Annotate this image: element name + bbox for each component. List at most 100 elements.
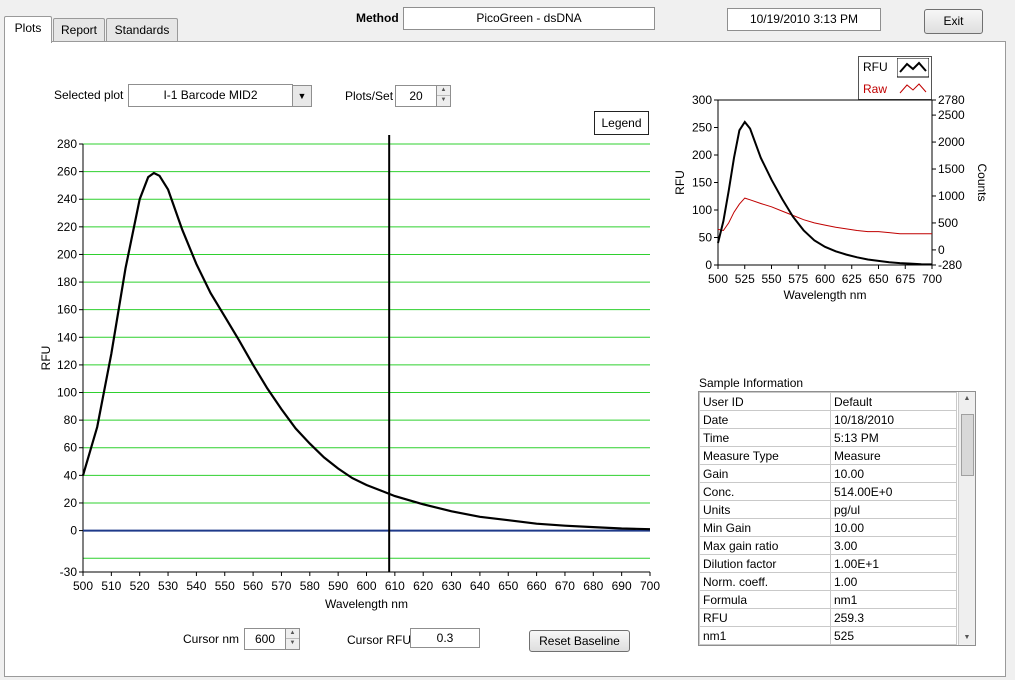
property-name: Formula bbox=[699, 590, 831, 609]
property-value: 10.00 bbox=[830, 518, 957, 537]
cursor-nm-stepper[interactable]: ▲ ▼ bbox=[285, 628, 300, 650]
rfu-curve bbox=[81, 171, 651, 531]
reset-baseline-button[interactable]: Reset Baseline bbox=[529, 630, 630, 652]
mini-x-tick-label: 625 bbox=[842, 272, 862, 286]
tab-report[interactable]: Report bbox=[53, 18, 105, 41]
x-tick-label: 660 bbox=[527, 579, 547, 593]
y-tick-label: 180 bbox=[57, 275, 77, 289]
selected-plot-dropdown[interactable]: I-1 Barcode MID2 bbox=[128, 84, 293, 107]
property-value: Measure bbox=[830, 446, 957, 465]
mini-y2-tick-label: 1000 bbox=[938, 189, 965, 203]
mini-y2-tick-label: 2000 bbox=[938, 135, 965, 149]
property-name: nm1 bbox=[699, 626, 831, 645]
x-tick-label: 670 bbox=[555, 579, 575, 593]
property-name: RFU bbox=[699, 608, 831, 627]
mini-y2-tick-label: 1500 bbox=[938, 162, 965, 176]
mini-y-tick-label: 100 bbox=[692, 203, 712, 217]
x-tick-label: 510 bbox=[101, 579, 121, 593]
mini-x-tick-label: 650 bbox=[868, 272, 888, 286]
y-tick-label: 60 bbox=[64, 441, 78, 455]
chevron-down-icon[interactable]: ▼ bbox=[292, 85, 312, 107]
y-tick-label: 100 bbox=[57, 386, 77, 400]
y-tick-label: 140 bbox=[57, 330, 77, 344]
table-row: Units pg/ul bbox=[699, 500, 957, 519]
cursor-rfu-label: Cursor RFU bbox=[347, 633, 412, 647]
tab-plots[interactable]: Plots bbox=[4, 16, 52, 43]
x-tick-label: 530 bbox=[158, 579, 178, 593]
main-chart: -30 0 20 40 60 80 100 120 140 160 180 200 220 240 260 2… bbox=[39, 135, 660, 611]
x-tick-label: 500 bbox=[73, 579, 93, 593]
mini-y2-tick-label: 2500 bbox=[938, 108, 965, 122]
property-name: Norm. coeff. bbox=[699, 572, 831, 591]
plots-per-set-label: Plots/Set bbox=[345, 89, 394, 103]
mini-y-tick-label: 250 bbox=[692, 121, 712, 135]
legend-button[interactable]: Legend bbox=[594, 111, 649, 135]
sample-info-table[interactable]: User ID Default Date 10/18/2010 Time 5:13 PM M… bbox=[698, 391, 976, 646]
mini-chart: 050100150200250300-280050010001500200025… bbox=[673, 93, 989, 302]
mini-y2-tick-label: 500 bbox=[938, 216, 958, 230]
x-tick-label: 690 bbox=[612, 579, 632, 593]
property-name: Max gain ratio bbox=[699, 536, 831, 555]
sample-info-scrollbar[interactable]: ▲ ▼ bbox=[958, 392, 975, 645]
legend-swatches bbox=[897, 58, 929, 94]
y-tick-label: 120 bbox=[57, 358, 77, 372]
table-row: Time 5:13 PM bbox=[699, 428, 957, 447]
property-name: Gain bbox=[699, 464, 831, 483]
scroll-down-icon[interactable]: ▼ bbox=[963, 634, 971, 641]
table-row: RFU 259.3 bbox=[699, 608, 957, 627]
property-name: Units bbox=[699, 500, 831, 519]
mini-x-tick-label: 600 bbox=[815, 272, 835, 286]
legend-rfu-swatch bbox=[899, 61, 927, 73]
x-tick-label: 590 bbox=[328, 579, 348, 593]
property-name: Dilution factor bbox=[699, 554, 831, 573]
mini-y-tick-label: 0 bbox=[705, 258, 712, 272]
y-axis-label: RFU bbox=[39, 346, 53, 371]
mini-x-tick-label: 675 bbox=[895, 272, 915, 286]
table-row: Norm. coeff. 1.00 bbox=[699, 572, 957, 591]
exit-button[interactable]: Exit bbox=[924, 9, 983, 34]
plots-per-set-stepper[interactable]: ▲ ▼ bbox=[436, 85, 451, 107]
mini-y2-axis-label: Counts bbox=[975, 163, 989, 201]
table-row: Formula nm1 bbox=[699, 590, 957, 609]
tab-standards[interactable]: Standards bbox=[106, 18, 178, 41]
x-tick-label: 680 bbox=[583, 579, 603, 593]
scrollbar-thumb[interactable] bbox=[961, 414, 974, 476]
plots-per-set-input[interactable]: 20 bbox=[395, 85, 437, 107]
x-tick-label: 700 bbox=[640, 579, 660, 593]
table-row: User ID Default bbox=[699, 392, 957, 411]
y-tick-label: 200 bbox=[57, 247, 77, 261]
property-name: Measure Type bbox=[699, 446, 831, 465]
legend-raw-swatch bbox=[899, 83, 927, 94]
table-row: nm1 525 bbox=[699, 626, 957, 645]
y-tick-label: 220 bbox=[57, 220, 77, 234]
y-tick-label: 280 bbox=[57, 137, 77, 151]
property-name: User ID bbox=[699, 392, 831, 411]
property-value: 525 bbox=[830, 626, 957, 645]
property-value: 1.00E+1 bbox=[830, 554, 957, 573]
y-tick-label: 40 bbox=[64, 468, 78, 482]
y-tick-label: 240 bbox=[57, 192, 77, 206]
x-tick-label: 620 bbox=[413, 579, 433, 593]
cursor-nm-input[interactable]: 600 bbox=[244, 628, 286, 650]
mini-x-tick-label: 500 bbox=[708, 272, 728, 286]
property-value: Default bbox=[830, 392, 957, 411]
y-tick-label: 20 bbox=[64, 496, 78, 510]
x-tick-label: 600 bbox=[356, 579, 376, 593]
mini-y-tick-label: 50 bbox=[699, 231, 713, 245]
x-tick-label: 520 bbox=[130, 579, 150, 593]
property-value: pg/ul bbox=[830, 500, 957, 519]
rfu-curve-mini bbox=[717, 120, 933, 266]
raw-curve bbox=[717, 197, 932, 235]
sample-info-title: Sample Information bbox=[699, 376, 804, 390]
x-tick-label: 550 bbox=[215, 579, 235, 593]
property-name: Conc. bbox=[699, 482, 831, 501]
property-value: 10/18/2010 bbox=[830, 410, 957, 429]
table-row: Gain 10.00 bbox=[699, 464, 957, 483]
y-tick-label: 80 bbox=[64, 413, 78, 427]
scroll-up-icon[interactable]: ▲ bbox=[963, 395, 971, 402]
property-value: 10.00 bbox=[830, 464, 957, 483]
mini-y2-tick-label: -280 bbox=[938, 258, 962, 272]
property-value: 5:13 PM bbox=[830, 428, 957, 447]
property-name: Date bbox=[699, 410, 831, 429]
table-row: Date 10/18/2010 bbox=[699, 410, 957, 429]
